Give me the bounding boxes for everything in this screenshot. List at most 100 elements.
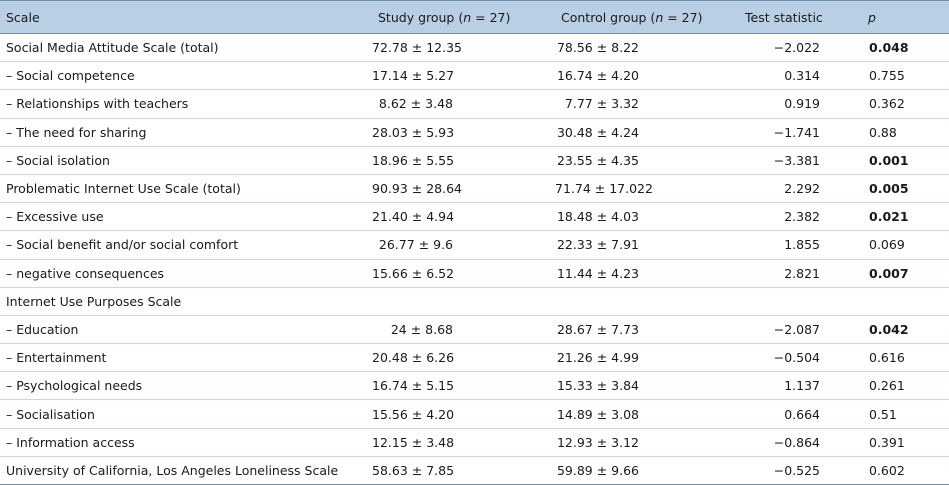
cell-control-group: 11.44 ± 4.23 bbox=[555, 259, 739, 288]
table-row: – Psychological needs 16.74 ± 5.15 15.33 ±… bbox=[0, 371, 949, 401]
cell-control-group: 30.48 ± 4.24 bbox=[555, 118, 739, 147]
cell-study-group-value: 17.14 ± 5.27 bbox=[372, 68, 455, 84]
cell-study-group bbox=[372, 286, 555, 316]
cell-test-statistic: −0.504 bbox=[739, 343, 862, 373]
table-row: – Socialisation 15.56 ± 4.20 14.89 ± 3.08 0… bbox=[0, 399, 949, 429]
cell-study-group: 8.62 ± 3.48 bbox=[372, 89, 555, 119]
cell-control-group-value: 23.55 ± 4.35 bbox=[556, 152, 639, 168]
cell-p-value: 0.88 bbox=[862, 118, 949, 147]
cell-test-statistic-value: 2.382 bbox=[784, 209, 820, 225]
table-row: – Education 24 ± 8.68 28.67 ± 7.73 −2.087 0.… bbox=[0, 315, 949, 345]
cell-study-group: 26.77 ± 9.6 bbox=[372, 230, 555, 260]
cell-test-statistic: 2.382 bbox=[739, 202, 862, 232]
cell-study-group-value: 26.77 ± 9.6 bbox=[378, 237, 453, 253]
cell-p-value: 0.51 bbox=[862, 399, 949, 429]
cell-scale: – Information access bbox=[0, 428, 372, 457]
cell-test-statistic: −1.741 bbox=[739, 118, 862, 147]
cell-scale: – Relationships with teachers bbox=[0, 89, 372, 119]
table-row: – Entertainment 20.48 ± 6.26 21.26 ± 4.99 −… bbox=[0, 343, 949, 373]
cell-study-group: 12.15 ± 3.48 bbox=[372, 428, 555, 457]
table-body: Social Media Attitude Scale (total) 72.78… bbox=[0, 33, 949, 485]
header-test-statistic: Test statistic bbox=[739, 0, 862, 34]
header-control-group: Control group (n = 27) bbox=[555, 0, 739, 34]
cell-control-group: 78.56 ± 8.22 bbox=[555, 33, 739, 63]
cell-p-value: 0.616 bbox=[862, 343, 949, 373]
header-study-n: n bbox=[463, 9, 472, 25]
table-row: – The need for sharing 28.03 ± 5.93 30.48 … bbox=[0, 118, 949, 147]
header-row: Scale Study group (n = 27) Control group… bbox=[0, 0, 949, 34]
cell-study-group-value: 18.96 ± 5.55 bbox=[372, 152, 455, 168]
cell-scale: – Psychological needs bbox=[0, 371, 372, 401]
cell-test-statistic-value: 0.919 bbox=[784, 96, 820, 112]
cell-control-group-value: 78.56 ± 8.22 bbox=[556, 40, 639, 56]
cell-test-statistic-value: −2.022 bbox=[773, 40, 820, 56]
cell-test-statistic-value: −1.741 bbox=[773, 124, 820, 140]
cell-control-group-value: 11.44 ± 4.23 bbox=[556, 265, 639, 281]
cell-control-group: 12.93 ± 3.12 bbox=[555, 428, 739, 457]
cell-study-group: 58.63 ± 7.85 bbox=[372, 455, 555, 485]
cell-p-value bbox=[862, 286, 949, 316]
table-row: – Excessive use 21.40 ± 4.94 18.48 ± 4.03 2… bbox=[0, 202, 949, 232]
table-row: Social Media Attitude Scale (total) 72.78… bbox=[0, 33, 949, 63]
cell-study-group-value: 28.03 ± 5.93 bbox=[372, 124, 455, 140]
cell-control-group-value: 30.48 ± 4.24 bbox=[556, 124, 639, 140]
cell-control-group: 28.67 ± 7.73 bbox=[555, 315, 739, 345]
cell-study-group: 28.03 ± 5.93 bbox=[372, 118, 555, 147]
cell-test-statistic: −2.022 bbox=[739, 33, 862, 63]
cell-p-value: 0.602 bbox=[862, 455, 949, 485]
cell-control-group-value: 21.26 ± 4.99 bbox=[556, 350, 639, 366]
cell-control-group: 59.89 ± 9.66 bbox=[555, 455, 739, 485]
cell-study-group: 18.96 ± 5.55 bbox=[372, 146, 555, 175]
cell-control-group: 7.77 ± 3.32 bbox=[555, 89, 739, 119]
table-row: University of California, Los Angeles Lo… bbox=[0, 455, 949, 485]
cell-study-group-value: 24 ± 8.68 bbox=[390, 321, 453, 337]
cell-p-value: 0.261 bbox=[862, 371, 949, 401]
cell-study-group-value: 90.93 ± 28.64 bbox=[372, 181, 462, 197]
cell-study-group-value: 8.62 ± 3.48 bbox=[378, 96, 453, 112]
header-control-label: Control group ( bbox=[561, 9, 656, 25]
cell-test-statistic-value: 2.821 bbox=[784, 265, 820, 281]
cell-test-statistic-value: −0.525 bbox=[773, 462, 820, 478]
table-row: – Information access 12.15 ± 3.48 12.93 ± … bbox=[0, 428, 949, 457]
cell-study-group-value: 12.15 ± 3.48 bbox=[372, 434, 455, 450]
cell-test-statistic: 1.137 bbox=[739, 371, 862, 401]
cell-control-group-value: 22.33 ± 7.91 bbox=[556, 237, 639, 253]
cell-control-group-value: 12.93 ± 3.12 bbox=[556, 434, 639, 450]
cell-control-group-value: 15.33 ± 3.84 bbox=[556, 378, 639, 394]
cell-control-group: 18.48 ± 4.03 bbox=[555, 202, 739, 232]
cell-test-statistic: 0.664 bbox=[739, 399, 862, 429]
cell-control-group: 15.33 ± 3.84 bbox=[555, 371, 739, 401]
cell-p-value: 0.362 bbox=[862, 89, 949, 119]
cell-study-group-value: 58.63 ± 7.85 bbox=[372, 462, 455, 478]
cell-study-group: 15.56 ± 4.20 bbox=[372, 399, 555, 429]
cell-scale: – negative consequences bbox=[0, 259, 372, 288]
cell-test-statistic-value: 0.664 bbox=[784, 406, 820, 422]
cell-p-value: 0.048 bbox=[862, 33, 949, 63]
cell-test-statistic: −3.381 bbox=[739, 146, 862, 175]
cell-test-statistic-value: 2.292 bbox=[784, 181, 820, 197]
cell-scale: – Social benefit and/or social comfort bbox=[0, 230, 372, 260]
table-row: – Relationships with teachers 8.62 ± 3.48… bbox=[0, 89, 949, 119]
cell-test-statistic: 2.292 bbox=[739, 173, 862, 204]
cell-study-group-value: 15.56 ± 4.20 bbox=[372, 406, 455, 422]
cell-control-group: 22.33 ± 7.91 bbox=[555, 230, 739, 260]
cell-p-value: 0.007 bbox=[862, 259, 949, 288]
cell-control-group-value: 18.48 ± 4.03 bbox=[556, 209, 639, 225]
cell-study-group-value: 72.78 ± 12.35 bbox=[372, 40, 462, 56]
cell-study-group: 16.74 ± 5.15 bbox=[372, 371, 555, 401]
cell-study-group: 20.48 ± 6.26 bbox=[372, 343, 555, 373]
cell-control-group: 21.26 ± 4.99 bbox=[555, 343, 739, 373]
cell-control-group-value: 71.74 ± 17.022 bbox=[555, 181, 653, 197]
cell-test-statistic-value: 1.855 bbox=[784, 237, 820, 253]
cell-scale: – The need for sharing bbox=[0, 118, 372, 147]
header-control-suffix: = 27) bbox=[663, 9, 703, 25]
cell-test-statistic: 0.314 bbox=[739, 61, 862, 91]
cell-p-value: 0.005 bbox=[862, 173, 949, 204]
cell-study-group-value: 20.48 ± 6.26 bbox=[372, 350, 455, 366]
cell-study-group-value: 15.66 ± 6.52 bbox=[372, 265, 455, 281]
cell-scale: University of California, Los Angeles Lo… bbox=[0, 455, 372, 485]
header-scale: Scale bbox=[0, 0, 372, 34]
table-row: – negative consequences 15.66 ± 6.52 11.44… bbox=[0, 259, 949, 288]
cell-p-value: 0.001 bbox=[862, 146, 949, 175]
cell-scale: – Excessive use bbox=[0, 202, 372, 232]
